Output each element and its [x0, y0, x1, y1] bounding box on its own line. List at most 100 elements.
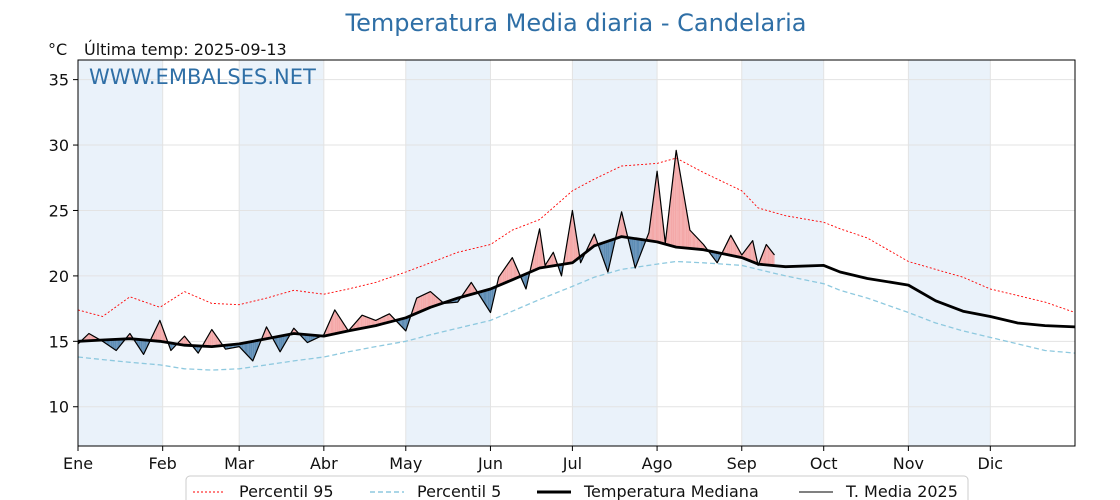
fill-above-median — [367, 317, 369, 328]
fill-below-median — [310, 334, 312, 342]
x-tick-label-feb: Feb — [149, 454, 177, 473]
x-tick-label-dic: Dic — [978, 454, 1004, 473]
fill-below-median — [307, 334, 309, 343]
fill-below-median — [605, 241, 607, 269]
y-axis-ticks: 10 15 20 25 30 35 — [49, 71, 78, 417]
fill-above-median — [654, 181, 656, 242]
fill-below-median — [110, 339, 113, 348]
fill-above-median — [210, 329, 212, 347]
fill-above-median — [729, 235, 731, 256]
fill-above-median — [419, 296, 421, 312]
series-temperatura-mediana — [77, 235, 1076, 349]
fill-above-median — [512, 257, 514, 280]
fill-above-median — [214, 333, 216, 347]
fill-above-median — [698, 238, 700, 250]
fill-above-median — [657, 171, 659, 243]
fill-below-median — [116, 339, 118, 351]
fill-above-median — [773, 253, 775, 266]
fill-above-median — [689, 230, 692, 249]
fill-above-median — [427, 292, 429, 309]
x-tick-label-ago: Ago — [642, 454, 673, 473]
fill-below-median — [114, 339, 117, 351]
x-tick-label-jul: Jul — [562, 454, 582, 473]
fill-below-median — [606, 241, 608, 272]
fill-above-median — [424, 293, 427, 310]
fill-below-median — [639, 239, 641, 258]
fill-above-median — [751, 240, 753, 262]
fill-below-median — [607, 240, 610, 272]
fill-above-median — [763, 248, 765, 265]
fill-above-median — [389, 313, 391, 323]
fill-above-median — [573, 219, 576, 262]
fill-below-median — [485, 290, 487, 307]
fill-below-median — [246, 342, 248, 356]
y-tick-label: 15 — [49, 332, 69, 351]
fill-above-median — [371, 318, 373, 327]
fill-below-median — [248, 341, 251, 359]
fill-below-median — [143, 339, 145, 355]
fill-above-median — [336, 312, 338, 334]
legend-p5-label: Percentil 5 — [417, 482, 501, 500]
fill-above-median — [435, 296, 438, 306]
fill-above-median — [159, 320, 162, 342]
chart-title: Temperatura Media diaria - Candelaria — [345, 9, 807, 37]
x-tick-label-may: May — [389, 454, 422, 473]
series-t-media-2025 — [77, 149, 775, 362]
watermark: WWW.EMBALSES.NET — [89, 65, 316, 89]
fill-above-median — [733, 240, 735, 257]
legend-p95-label: Percentil 95 — [239, 482, 334, 500]
fill-above-median — [748, 244, 750, 261]
fill-above-median — [332, 313, 334, 335]
month-band-ene — [78, 60, 163, 446]
series-percentil-95 — [77, 157, 1076, 317]
x-tick-label-jun: Jun — [477, 454, 503, 473]
fill-above-median — [334, 309, 337, 334]
legend-median-label: Temperatura Mediana — [583, 482, 759, 500]
fill-above-median — [739, 250, 741, 258]
fill-above-median — [184, 336, 186, 346]
fill-above-median — [653, 191, 655, 242]
fill-above-median — [734, 242, 737, 257]
y-tick-label: 20 — [49, 267, 69, 286]
fill-above-median — [506, 263, 509, 283]
fill-above-median — [504, 267, 506, 284]
last-temp-label: Última temp: 2025-09-13 — [84, 40, 287, 59]
fill-above-median — [771, 251, 774, 266]
fill-above-median — [699, 240, 701, 250]
fill-above-median — [360, 315, 363, 329]
fill-below-median — [112, 339, 114, 349]
fill-above-median — [386, 314, 388, 323]
fill-below-median — [278, 336, 281, 352]
fill-above-median — [551, 252, 554, 267]
fill-above-median — [183, 336, 185, 346]
x-tick-label-abr: Abr — [310, 454, 338, 473]
fill-above-median — [90, 334, 92, 341]
fill-above-median — [766, 244, 768, 265]
fill-above-median — [381, 317, 383, 325]
fill-above-median — [536, 234, 539, 270]
fill-above-median — [337, 314, 339, 334]
fill-above-median — [158, 320, 160, 342]
fill-above-median — [431, 292, 434, 307]
fill-above-median — [418, 296, 420, 313]
fill-below-median — [636, 238, 638, 265]
fill-above-median — [681, 182, 683, 248]
fill-above-median — [209, 331, 211, 347]
fill-above-median — [370, 318, 372, 327]
fill-above-median — [164, 331, 166, 343]
fill-above-median — [692, 233, 694, 249]
fill-above-median — [329, 319, 331, 335]
y-tick-label: 25 — [49, 201, 69, 220]
fill-above-median — [677, 158, 679, 248]
fill-above-median — [157, 323, 159, 342]
fill-above-median — [750, 242, 752, 262]
fill-below-median — [251, 341, 253, 361]
fill-above-median — [437, 297, 439, 305]
fill-below-median — [281, 335, 283, 350]
fill-above-median — [572, 210, 574, 263]
fill-below-median — [486, 289, 488, 309]
fill-below-median — [489, 289, 491, 313]
fill-above-median — [658, 183, 660, 243]
fill-above-median — [747, 246, 749, 261]
fill-above-median — [388, 313, 390, 323]
